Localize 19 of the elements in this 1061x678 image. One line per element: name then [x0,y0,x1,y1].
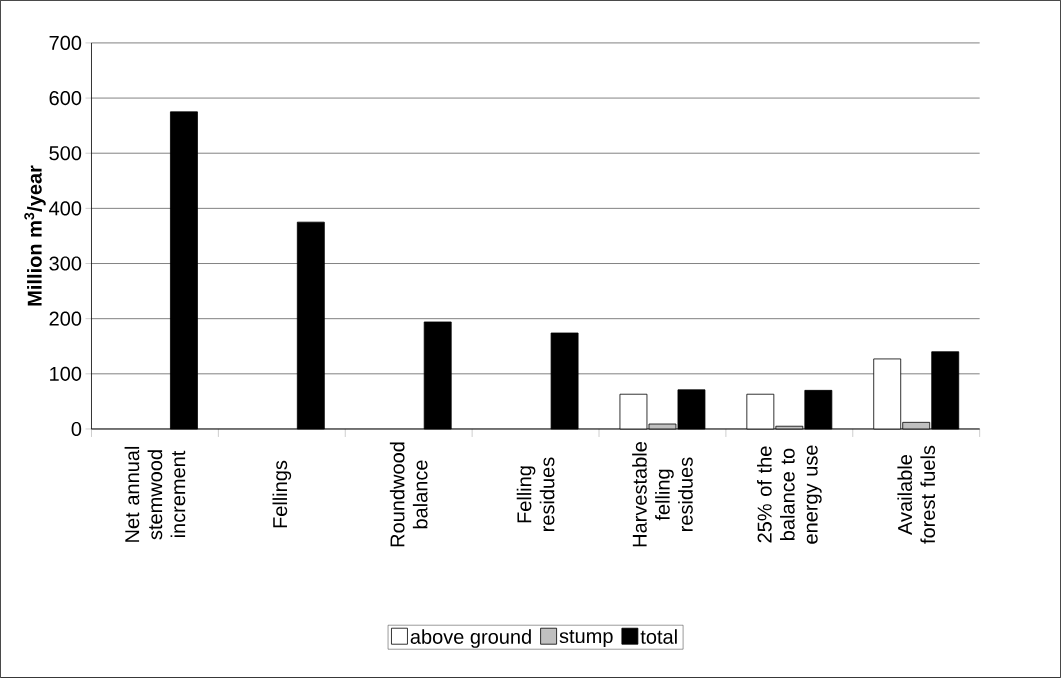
y-tick-label: 300 [49,256,82,271]
x-tick-label: Net annual stemwood increment [124,446,186,542]
legend-label: total [640,629,677,644]
y-tick-label: 600 [49,91,82,106]
y-tick-label: 0 [71,421,82,437]
y-tick-label: 400 [49,201,82,216]
y-tick-label: 200 [49,311,82,326]
y-tick-label: 500 [49,146,82,161]
legend-label: above ground [410,629,531,648]
x-tick-label: Felling residues [516,457,555,532]
y-tick-label: 100 [50,366,82,381]
x-tick-label: Roundwood balance [389,442,428,547]
x-tick-label: 25% of the balance to energy use [757,445,822,544]
y-axis-title: Million m$^{3}$/year [24,165,46,306]
x-tick-label: Fellings [272,460,292,528]
x-tick-label: Available forest fuels [897,445,936,544]
x-tick-label: Harvestable felling residues [632,442,693,547]
y-tick-label: 700 [49,35,82,51]
legend-label: stump [559,630,613,648]
